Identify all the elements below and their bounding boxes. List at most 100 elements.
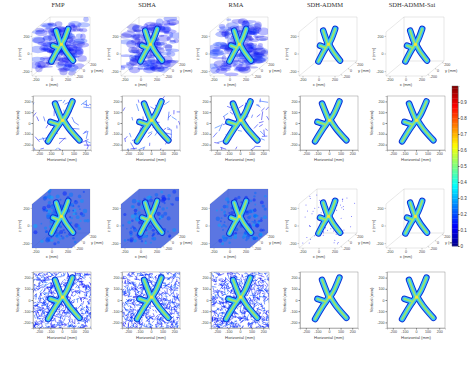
cloud — [160, 191, 163, 194]
artifact — [83, 107, 91, 109]
tick-label: 200 — [357, 63, 363, 67]
axis: -200-1000100200 — [377, 97, 387, 151]
cloud — [216, 217, 220, 221]
tick: -200 — [125, 150, 132, 156]
cloud — [175, 197, 180, 202]
cloud — [57, 241, 60, 244]
vessel — [417, 101, 426, 119]
cloud — [249, 199, 252, 202]
artifact — [73, 302, 75, 303]
tick-mark — [121, 123, 123, 124]
cloud — [33, 224, 37, 228]
cloud — [129, 231, 133, 235]
axis-title: y (mm) — [358, 240, 371, 245]
vessel — [142, 46, 148, 48]
cloud — [131, 214, 135, 218]
vessel — [318, 216, 328, 233]
tick-label: 100 — [379, 111, 385, 115]
cloud — [221, 242, 224, 245]
box-edge — [121, 76, 161, 77]
cloud — [57, 68, 70, 71]
vessel — [152, 101, 161, 119]
vessel — [416, 29, 422, 44]
tick-mark — [386, 134, 388, 135]
tick: 0 — [207, 122, 212, 126]
artifact — [83, 321, 86, 323]
tick: 0 — [118, 122, 123, 126]
vessel — [142, 218, 148, 220]
vessel — [416, 44, 427, 61]
vessel — [320, 46, 326, 48]
vessel — [55, 104, 62, 121]
tick-label: 200 — [444, 63, 450, 67]
vessel — [416, 201, 422, 216]
cloud — [240, 201, 242, 203]
artifact — [255, 146, 261, 147]
tick-label: 200 — [243, 250, 249, 254]
artifact — [64, 325, 67, 327]
vessel — [240, 29, 246, 44]
vessel — [63, 101, 72, 119]
vessel — [409, 104, 416, 121]
artifact — [148, 132, 152, 134]
box-edge — [299, 248, 339, 249]
cloud — [40, 239, 44, 243]
vessel — [240, 201, 246, 216]
tick-label: 0 — [29, 122, 31, 126]
artifact — [261, 108, 264, 111]
box-edge — [228, 17, 268, 18]
tick-label: 0 — [295, 52, 297, 56]
artifact — [41, 313, 42, 315]
tick: 0 — [329, 150, 331, 156]
tick-label: 100 — [25, 111, 31, 115]
axis: -200-1000100200 — [212, 150, 270, 156]
vessel — [62, 201, 68, 216]
artifact — [346, 197, 347, 198]
artifact — [83, 104, 89, 106]
axis: -2000200-2000200-2000200x (mm)y (mm)z (m… — [195, 35, 282, 87]
cloud — [170, 203, 172, 205]
vessel — [330, 101, 339, 119]
vessel-hot — [327, 43, 330, 46]
artifact — [220, 147, 226, 149]
cloud — [152, 229, 155, 232]
column-title: SDH-ADMM-Sai — [389, 1, 436, 8]
tick: 0 — [62, 150, 64, 156]
vessel — [48, 120, 62, 141]
vessel — [140, 216, 150, 233]
tick-mark — [385, 36, 387, 37]
cloud — [68, 63, 73, 68]
tick: 0 — [151, 150, 153, 156]
artifact — [342, 199, 343, 200]
cloud — [224, 221, 226, 223]
artifact — [138, 100, 140, 103]
tick: -100 — [225, 150, 232, 156]
artifact — [318, 207, 319, 208]
artifact — [215, 125, 221, 128]
tick-label: 200 — [154, 250, 160, 254]
artifact — [44, 292, 48, 293]
tick-label: -200 — [430, 75, 437, 79]
plot-area — [33, 100, 91, 150]
vessel — [140, 44, 150, 61]
tick: 0 — [416, 150, 418, 156]
artifact — [310, 198, 311, 199]
tick-label: 200 — [437, 152, 443, 156]
vessel-hot — [60, 215, 63, 218]
box-edges — [299, 17, 357, 76]
plot-area — [405, 201, 427, 234]
tick: -200 — [112, 143, 122, 147]
vessel — [417, 101, 426, 119]
cloud — [134, 212, 137, 215]
axis-title: x (mm) — [313, 82, 326, 87]
artifact — [75, 286, 77, 289]
vessel — [142, 218, 148, 220]
axis-title: z (mm) — [284, 219, 289, 232]
box-edge — [444, 189, 445, 233]
artifact — [311, 213, 312, 214]
vessel — [416, 201, 422, 216]
tick-mark — [299, 112, 301, 113]
tick-label: 0 — [28, 52, 30, 56]
cloud — [78, 195, 82, 199]
vessel — [407, 46, 413, 48]
